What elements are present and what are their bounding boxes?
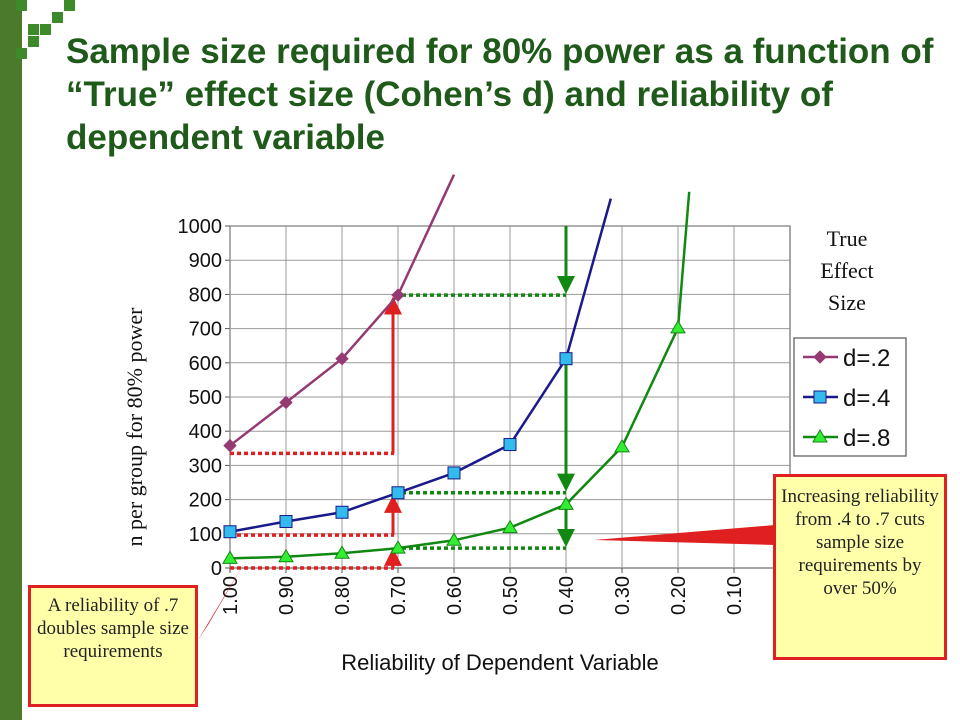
- data-point-d=.4: [223, 525, 237, 539]
- data-point-d=.8: [446, 532, 462, 546]
- legend-marker-d=.8: [812, 429, 828, 443]
- y-tick-label: 1000: [178, 216, 223, 238]
- data-point-d=.4: [447, 466, 461, 480]
- x-tick-label: 0.80: [332, 576, 354, 615]
- data-point-d=.8: [558, 496, 574, 510]
- data-point-d=.4: [503, 438, 517, 452]
- checkmark-logo-icon: [12, 0, 76, 60]
- legend-title: True Effect Size: [820, 226, 873, 315]
- x-tick-label: 0.10: [724, 576, 746, 615]
- x-tick-label: 0.20: [668, 576, 690, 615]
- data-point-d=.4: [559, 352, 573, 366]
- x-tick-label: 0.70: [388, 576, 410, 615]
- legend-label-d=.4: d=.4: [843, 385, 890, 412]
- y-tick-label: 500: [189, 387, 222, 409]
- x-tick-label: 0.50: [500, 576, 522, 615]
- data-point-d=.8: [502, 519, 518, 534]
- right-callout-pointer: [594, 525, 775, 545]
- y-tick-label: 400: [189, 421, 222, 443]
- data-point-d=.2: [279, 395, 293, 410]
- data-point-d=.4: [391, 486, 405, 500]
- y-tick-label: 100: [189, 524, 222, 546]
- data-point-d=.8: [222, 550, 238, 564]
- legend-label-d=.8: d=.8: [843, 425, 890, 452]
- callout-doubles-sample-size: A reliability of .7 doubles sample size …: [28, 585, 198, 707]
- legend-title-word: True: [827, 226, 868, 251]
- series-line-d=.4: [229, 198, 613, 533]
- y-tick-label: 900: [189, 250, 222, 272]
- callout-cuts-sample-size: Increasing reliability from .4 to .7 cut…: [773, 474, 947, 660]
- x-tick-label: 0.30: [612, 576, 634, 615]
- y-tick-label: 700: [189, 319, 222, 341]
- y-tick-label: 800: [189, 284, 222, 306]
- data-point-d=.8: [614, 438, 630, 453]
- data-point-d=.4: [335, 505, 349, 519]
- data-point-d=.8: [670, 319, 686, 334]
- slide-title: Sample size required for 80% power as a …: [66, 32, 934, 157]
- left-callout-pointer: [198, 560, 246, 640]
- data-point-d=.4: [279, 514, 293, 528]
- sidebar-bar: [0, 0, 22, 720]
- series-line-d=.8: [229, 191, 691, 560]
- legend-marker-d=.2: [813, 350, 827, 364]
- y-tick-label: 600: [189, 353, 222, 375]
- x-tick-label: 0.60: [444, 576, 466, 615]
- x-tick-label: 1.00: [220, 576, 242, 615]
- y-tick-label: 300: [189, 455, 222, 477]
- data-point-d=.2: [391, 288, 405, 302]
- legend-marker-d=.4: [813, 390, 827, 404]
- data-point-d=.8: [278, 548, 294, 563]
- data-point-d=.2: [335, 351, 349, 366]
- y-tick-label: 0: [211, 558, 222, 580]
- data-point-d=.8: [390, 540, 406, 554]
- x-tick-label: 0.40: [556, 576, 578, 615]
- y-tick-label: 200: [189, 490, 222, 512]
- x-axis-label: Reliability of Dependent Variable: [341, 650, 659, 675]
- data-point-d=.2: [223, 438, 237, 453]
- legend-title-word: Effect: [820, 258, 873, 283]
- x-tick-label: 0.90: [276, 576, 298, 615]
- data-point-d=.8: [334, 545, 350, 559]
- legend-label-d=.2: d=.2: [843, 345, 890, 372]
- y-axis-label: n per group for 80% power: [122, 307, 147, 547]
- legend-title-word: Size: [828, 290, 866, 315]
